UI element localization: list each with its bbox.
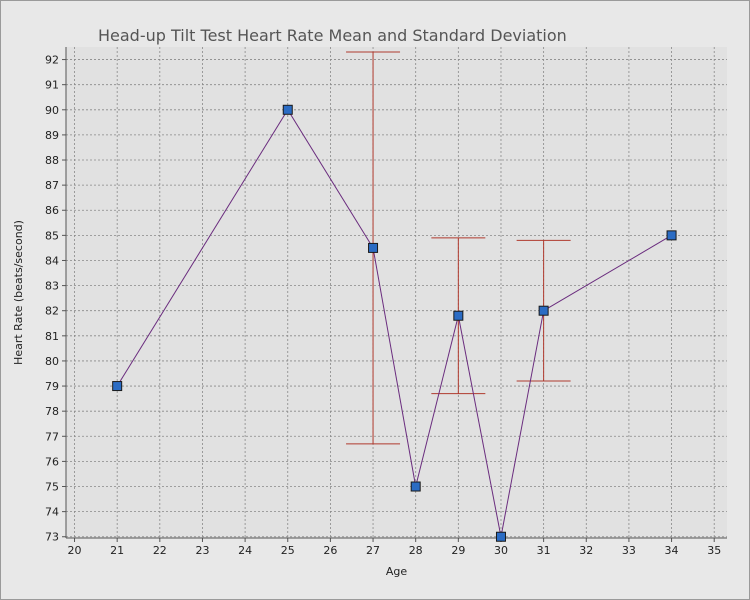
- x-tick-label: 27: [366, 544, 380, 557]
- series-line-segment: [457, 315, 502, 537]
- x-tick-label: 34: [665, 544, 679, 557]
- series-line-segment: [543, 234, 672, 312]
- x-tick-label: 30: [494, 544, 508, 557]
- y-tick-label: 86: [45, 204, 59, 217]
- y-tick-label: 83: [45, 280, 59, 293]
- y-tick-label: 74: [45, 506, 59, 519]
- x-tick-label: 22: [153, 544, 167, 557]
- series-line-segment: [287, 109, 374, 249]
- x-tick-label: 33: [622, 544, 636, 557]
- x-tick-label: 25: [281, 544, 295, 557]
- x-tick-label: 24: [238, 544, 252, 557]
- x-tick-label: 21: [110, 544, 124, 557]
- x-tick-label: 28: [409, 544, 423, 557]
- y-tick-label: 80: [45, 355, 59, 368]
- y-tick-label: 84: [45, 254, 59, 267]
- series-line-segment: [372, 247, 417, 487]
- data-point: [112, 381, 123, 392]
- y-tick-label: 87: [45, 179, 59, 192]
- chart-title: Head-up Tilt Test Heart Rate Mean and St…: [98, 26, 567, 45]
- x-tick-label: 20: [68, 544, 82, 557]
- data-point: [368, 242, 379, 253]
- plot-area: [66, 47, 727, 538]
- data-point: [666, 230, 677, 241]
- y-tick-label: 91: [45, 79, 59, 92]
- y-tick-label: 81: [45, 330, 59, 343]
- x-tick-label: 32: [579, 544, 593, 557]
- data-point: [410, 481, 421, 492]
- series-line-segment: [116, 109, 289, 387]
- y-tick-label: 85: [45, 229, 59, 242]
- x-axis-label: Age: [386, 565, 408, 578]
- y-tick-label: 82: [45, 305, 59, 318]
- y-axis-label: Heart Rate (beats/second): [12, 220, 25, 365]
- x-tick-label: 31: [537, 544, 551, 557]
- series-line-segment: [500, 310, 545, 537]
- series-group: [112, 51, 677, 542]
- y-tick-label: 77: [45, 430, 59, 443]
- y-tick-label: 78: [45, 405, 59, 418]
- x-tick-label: 29: [451, 544, 465, 557]
- data-point: [282, 104, 293, 115]
- data-point: [495, 531, 506, 542]
- data-point: [453, 310, 464, 321]
- y-tick-label: 92: [45, 54, 59, 67]
- axes: 20 21 22 23 24 25 26 27 28 29 30 31 32 33 34 35 73 74 75 76…: [45, 47, 727, 557]
- y-tick-label: 88: [45, 154, 59, 167]
- y-tick-label: 73: [45, 531, 59, 544]
- x-tick-label: 35: [707, 544, 721, 557]
- y-tick-label: 75: [45, 481, 59, 494]
- data-layer: [112, 51, 677, 542]
- y-tick-label: 79: [45, 380, 59, 393]
- y-tick-label: 89: [45, 129, 59, 142]
- data-point: [538, 305, 549, 316]
- y-tick-label: 90: [45, 104, 59, 117]
- x-tick-label: 23: [195, 544, 209, 557]
- x-tick-label: 26: [323, 544, 337, 557]
- y-tick-label: 76: [45, 455, 59, 468]
- series-line-segment: [415, 315, 459, 487]
